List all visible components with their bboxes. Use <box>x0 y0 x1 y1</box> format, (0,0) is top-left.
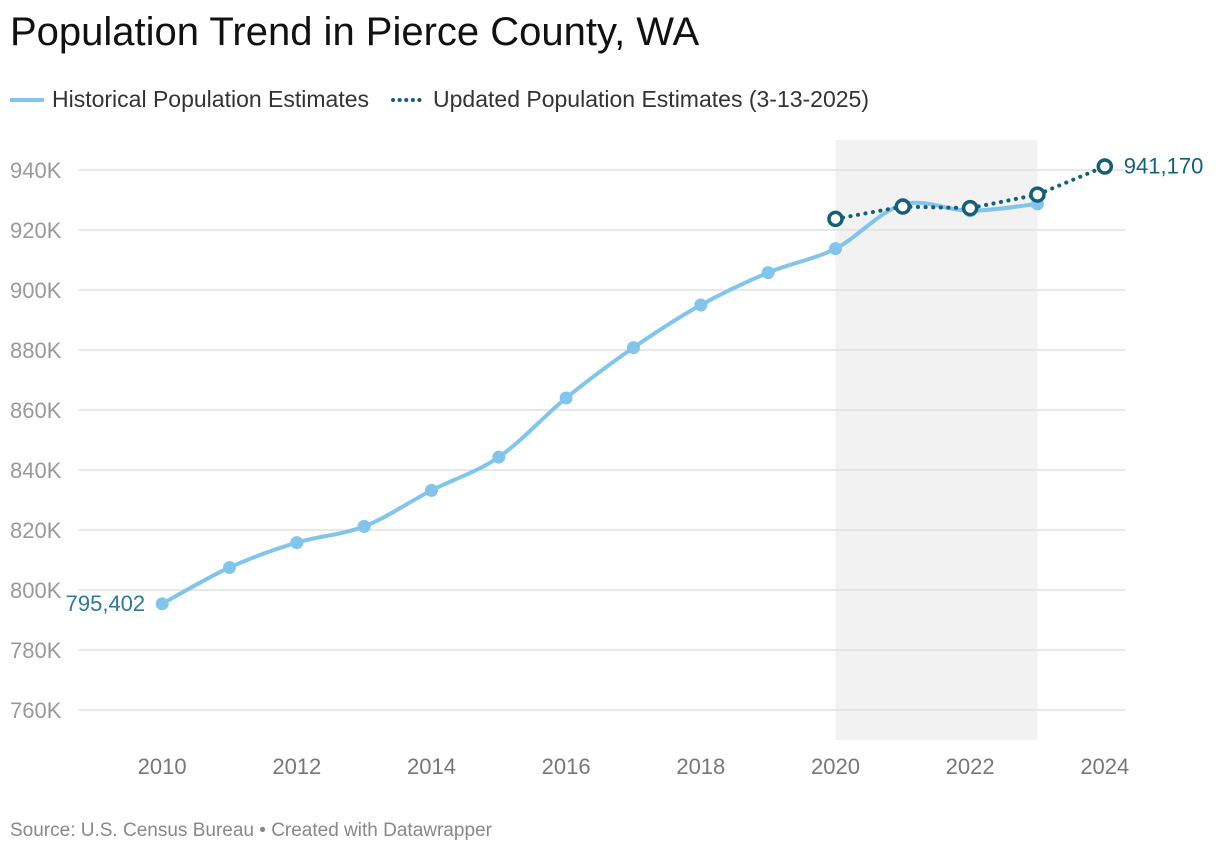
historical-data-point <box>626 341 640 355</box>
historical-data-point <box>155 597 169 611</box>
y-tick-label: 760K <box>10 698 62 723</box>
y-tick-label: 780K <box>10 638 62 663</box>
historical-data-point <box>761 266 775 280</box>
y-tick-label: 860K <box>10 398 62 423</box>
annotation-end-value: 941,170 <box>1124 153 1204 178</box>
legend-label-updated: Updated Population Estimates (3-13-2025) <box>433 86 870 112</box>
annotation-start-value: 795,402 <box>66 591 146 616</box>
historical-data-point <box>424 483 438 497</box>
updated-data-point <box>1029 186 1046 203</box>
historical-data-point <box>492 450 506 464</box>
x-tick-label: 2016 <box>542 754 591 779</box>
historical-data-point <box>559 391 573 405</box>
historical-data-point <box>828 242 842 256</box>
y-tick-label: 820K <box>10 518 62 543</box>
y-tick-label: 800K <box>10 578 62 603</box>
credit-text: Created with Datawrapper <box>271 820 492 841</box>
x-tick-label: 2024 <box>1080 754 1129 779</box>
footer-separator: • <box>253 820 272 841</box>
footer: Source: U.S. Census Bureau • Created wit… <box>10 820 492 842</box>
legend-label-historical: Historical Population Estimates <box>52 86 370 112</box>
chart-title: Population Trend in Pierce County, WA <box>10 10 700 54</box>
y-tick-label: 900K <box>10 278 62 303</box>
updated-data-point <box>827 210 844 228</box>
x-tick-label: 2012 <box>272 754 321 779</box>
historical-data-point <box>290 536 304 550</box>
historical-data-point <box>694 298 708 312</box>
x-tick-label: 2014 <box>407 754 456 779</box>
y-tick-label: 920K <box>10 218 62 243</box>
updated-data-point <box>894 198 912 215</box>
legend-solid-line-icon <box>10 97 44 102</box>
x-tick-label: 2022 <box>946 754 995 779</box>
historical-data-point <box>222 561 236 574</box>
x-tick-label: 2010 <box>138 754 187 779</box>
legend-item-updated: Updated Population Estimates (3-13-2025) <box>391 86 869 113</box>
x-tick-label: 2020 <box>811 754 860 779</box>
x-tick-label: 2018 <box>676 754 725 779</box>
historical-data-point <box>357 519 371 533</box>
y-tick-label: 840K <box>10 458 62 483</box>
highlight-band <box>835 140 1038 740</box>
legend: Historical Population Estimates Updated … <box>10 86 891 113</box>
y-tick-label: 940K <box>10 158 62 183</box>
updated-data-point <box>961 199 979 217</box>
legend-dotted-line-icon <box>391 97 426 102</box>
source-text: Source: U.S. Census Bureau <box>10 820 254 841</box>
legend-item-historical: Historical Population Estimates <box>10 86 369 113</box>
updated-data-point <box>1096 158 1114 175</box>
y-tick-label: 880K <box>10 338 62 363</box>
